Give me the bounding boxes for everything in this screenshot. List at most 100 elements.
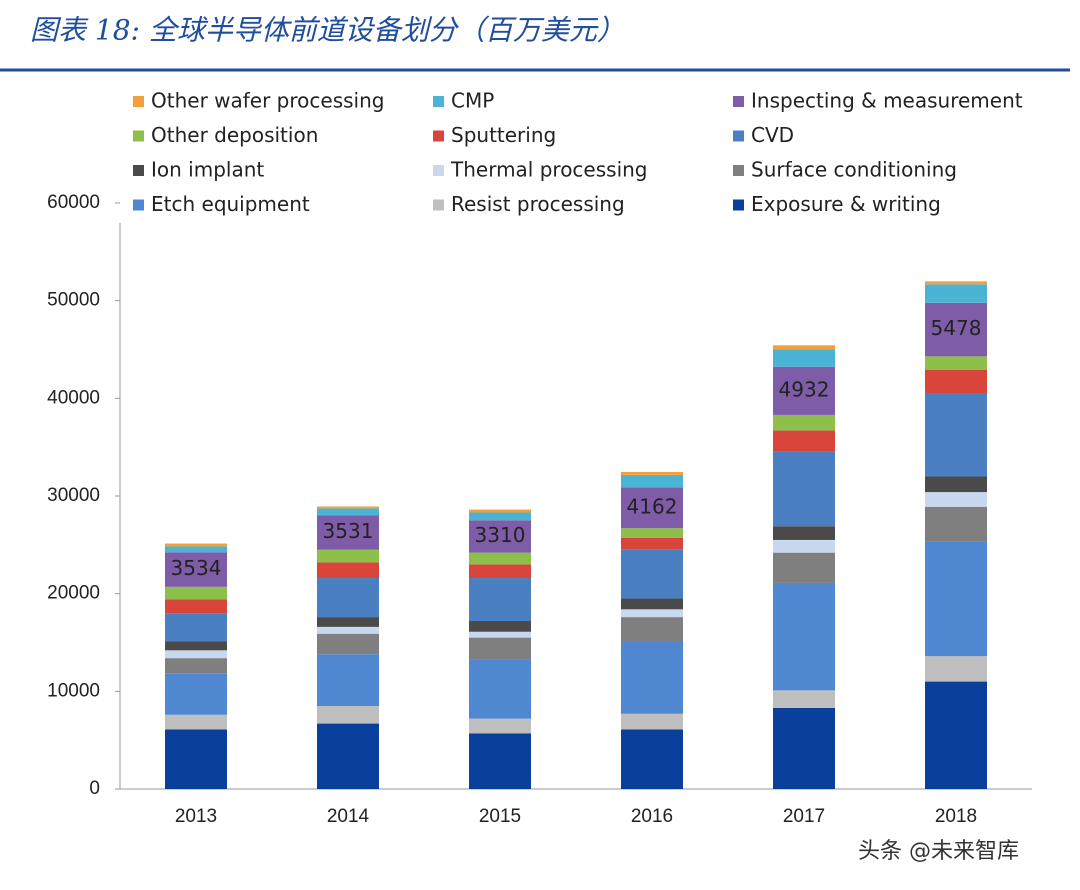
legend-label: CMP (451, 89, 494, 113)
legend-label: Inspecting & measurement (751, 89, 1023, 113)
bar-segment (773, 414, 835, 431)
bar-segment (773, 430, 835, 452)
bar-segment (773, 539, 835, 553)
bar-segment (165, 714, 227, 730)
y-tick-label: 10000 (47, 680, 100, 701)
y-tick-label: 20000 (47, 583, 100, 604)
bar-segment (469, 733, 531, 789)
bar-segment (621, 617, 683, 642)
bar-segment (925, 541, 987, 657)
legend-label: Other deposition (151, 123, 318, 147)
bar-segment (469, 631, 531, 638)
legend-label: Surface conditioning (751, 158, 957, 182)
bar-segment (621, 474, 683, 488)
legend-label: Exposure & writing (751, 192, 941, 216)
y-tick-label: 30000 (47, 485, 100, 506)
bar-segment (317, 506, 379, 509)
bar-segment (469, 637, 531, 660)
data-label: 3310 (475, 523, 526, 547)
bar-segment (317, 617, 379, 627)
legend-swatch (733, 199, 744, 211)
bar-segment (773, 582, 835, 691)
bar-segment (925, 281, 987, 285)
bar-segment (621, 598, 683, 610)
bar-segment (165, 599, 227, 614)
legend-label: Sputtering (451, 123, 556, 147)
legend-label: Resist processing (451, 192, 625, 216)
legend-swatch (133, 165, 144, 176)
bar-segment (317, 578, 379, 618)
bar-segment (925, 356, 987, 371)
bar-segment (773, 366, 835, 415)
legend-label: Ion implant (151, 158, 264, 182)
bar-segment (773, 349, 835, 367)
legend-swatch (133, 199, 144, 211)
bar-segment (165, 586, 227, 600)
bar-segment (317, 626, 379, 634)
bar-segment (621, 528, 683, 538)
bar-segment (317, 562, 379, 579)
bar-segment (925, 284, 987, 303)
y-tick-label: 40000 (47, 387, 100, 408)
legend-swatch (133, 96, 144, 107)
bar-segment (165, 546, 227, 553)
bar-segment (317, 654, 379, 706)
bar-segment (317, 515, 379, 550)
legend-swatch (733, 130, 744, 142)
bar-segment (469, 578, 531, 622)
legend-label: Other wafer processing (151, 89, 384, 113)
bar-segment (773, 707, 835, 789)
data-label: 3534 (171, 556, 222, 580)
bar-segment (621, 641, 683, 714)
data-label: 5478 (931, 316, 982, 340)
legend-swatch (433, 130, 444, 142)
bar-segment (925, 393, 987, 477)
x-tick-label: 2013 (175, 806, 217, 827)
legend-label: Thermal processing (450, 158, 648, 182)
bar-segment (165, 658, 227, 674)
legend-label: CVD (751, 123, 794, 147)
bar-segment (925, 476, 987, 493)
legend-swatch (433, 199, 444, 211)
bar-segment (925, 681, 987, 789)
y-tick-label: 60000 (47, 192, 100, 213)
bar-segment (469, 718, 531, 734)
y-tick-label: 0 (89, 778, 100, 799)
bar-segment (469, 552, 531, 565)
bar-segment (469, 512, 531, 521)
data-label: 4932 (779, 377, 830, 401)
bar-segment (317, 549, 379, 563)
bar-segment (317, 633, 379, 655)
x-tick-label: 2014 (327, 806, 370, 827)
x-tick-label: 2017 (783, 806, 825, 827)
bar-segment (925, 492, 987, 507)
legend-swatch (733, 96, 744, 107)
legend-swatch (433, 96, 444, 107)
bar-segment (469, 621, 531, 632)
bar-segment (621, 537, 683, 550)
bar-segment (165, 613, 227, 642)
bar-segment (165, 543, 227, 547)
data-label: 3531 (323, 519, 374, 543)
bar-segment (621, 549, 683, 599)
bar-segment (925, 656, 987, 682)
x-tick-label: 2016 (631, 806, 673, 827)
bar-segment (773, 451, 835, 527)
x-tick-label: 2018 (935, 806, 977, 827)
x-tick-label: 2015 (479, 806, 521, 827)
bar-segment (469, 564, 531, 579)
legend-swatch (433, 165, 444, 176)
bar-segment (165, 729, 227, 789)
bar-segment (165, 552, 227, 587)
bar-segment (317, 723, 379, 789)
bar-segment (317, 705, 379, 724)
legend-swatch (733, 165, 744, 176)
bar-segment (925, 302, 987, 357)
bar-segment (773, 690, 835, 708)
legend-swatch (133, 130, 144, 142)
bar-segment (773, 526, 835, 540)
y-tick-label: 50000 (47, 290, 100, 311)
bar-segment (621, 713, 683, 730)
bar-segment (621, 609, 683, 618)
